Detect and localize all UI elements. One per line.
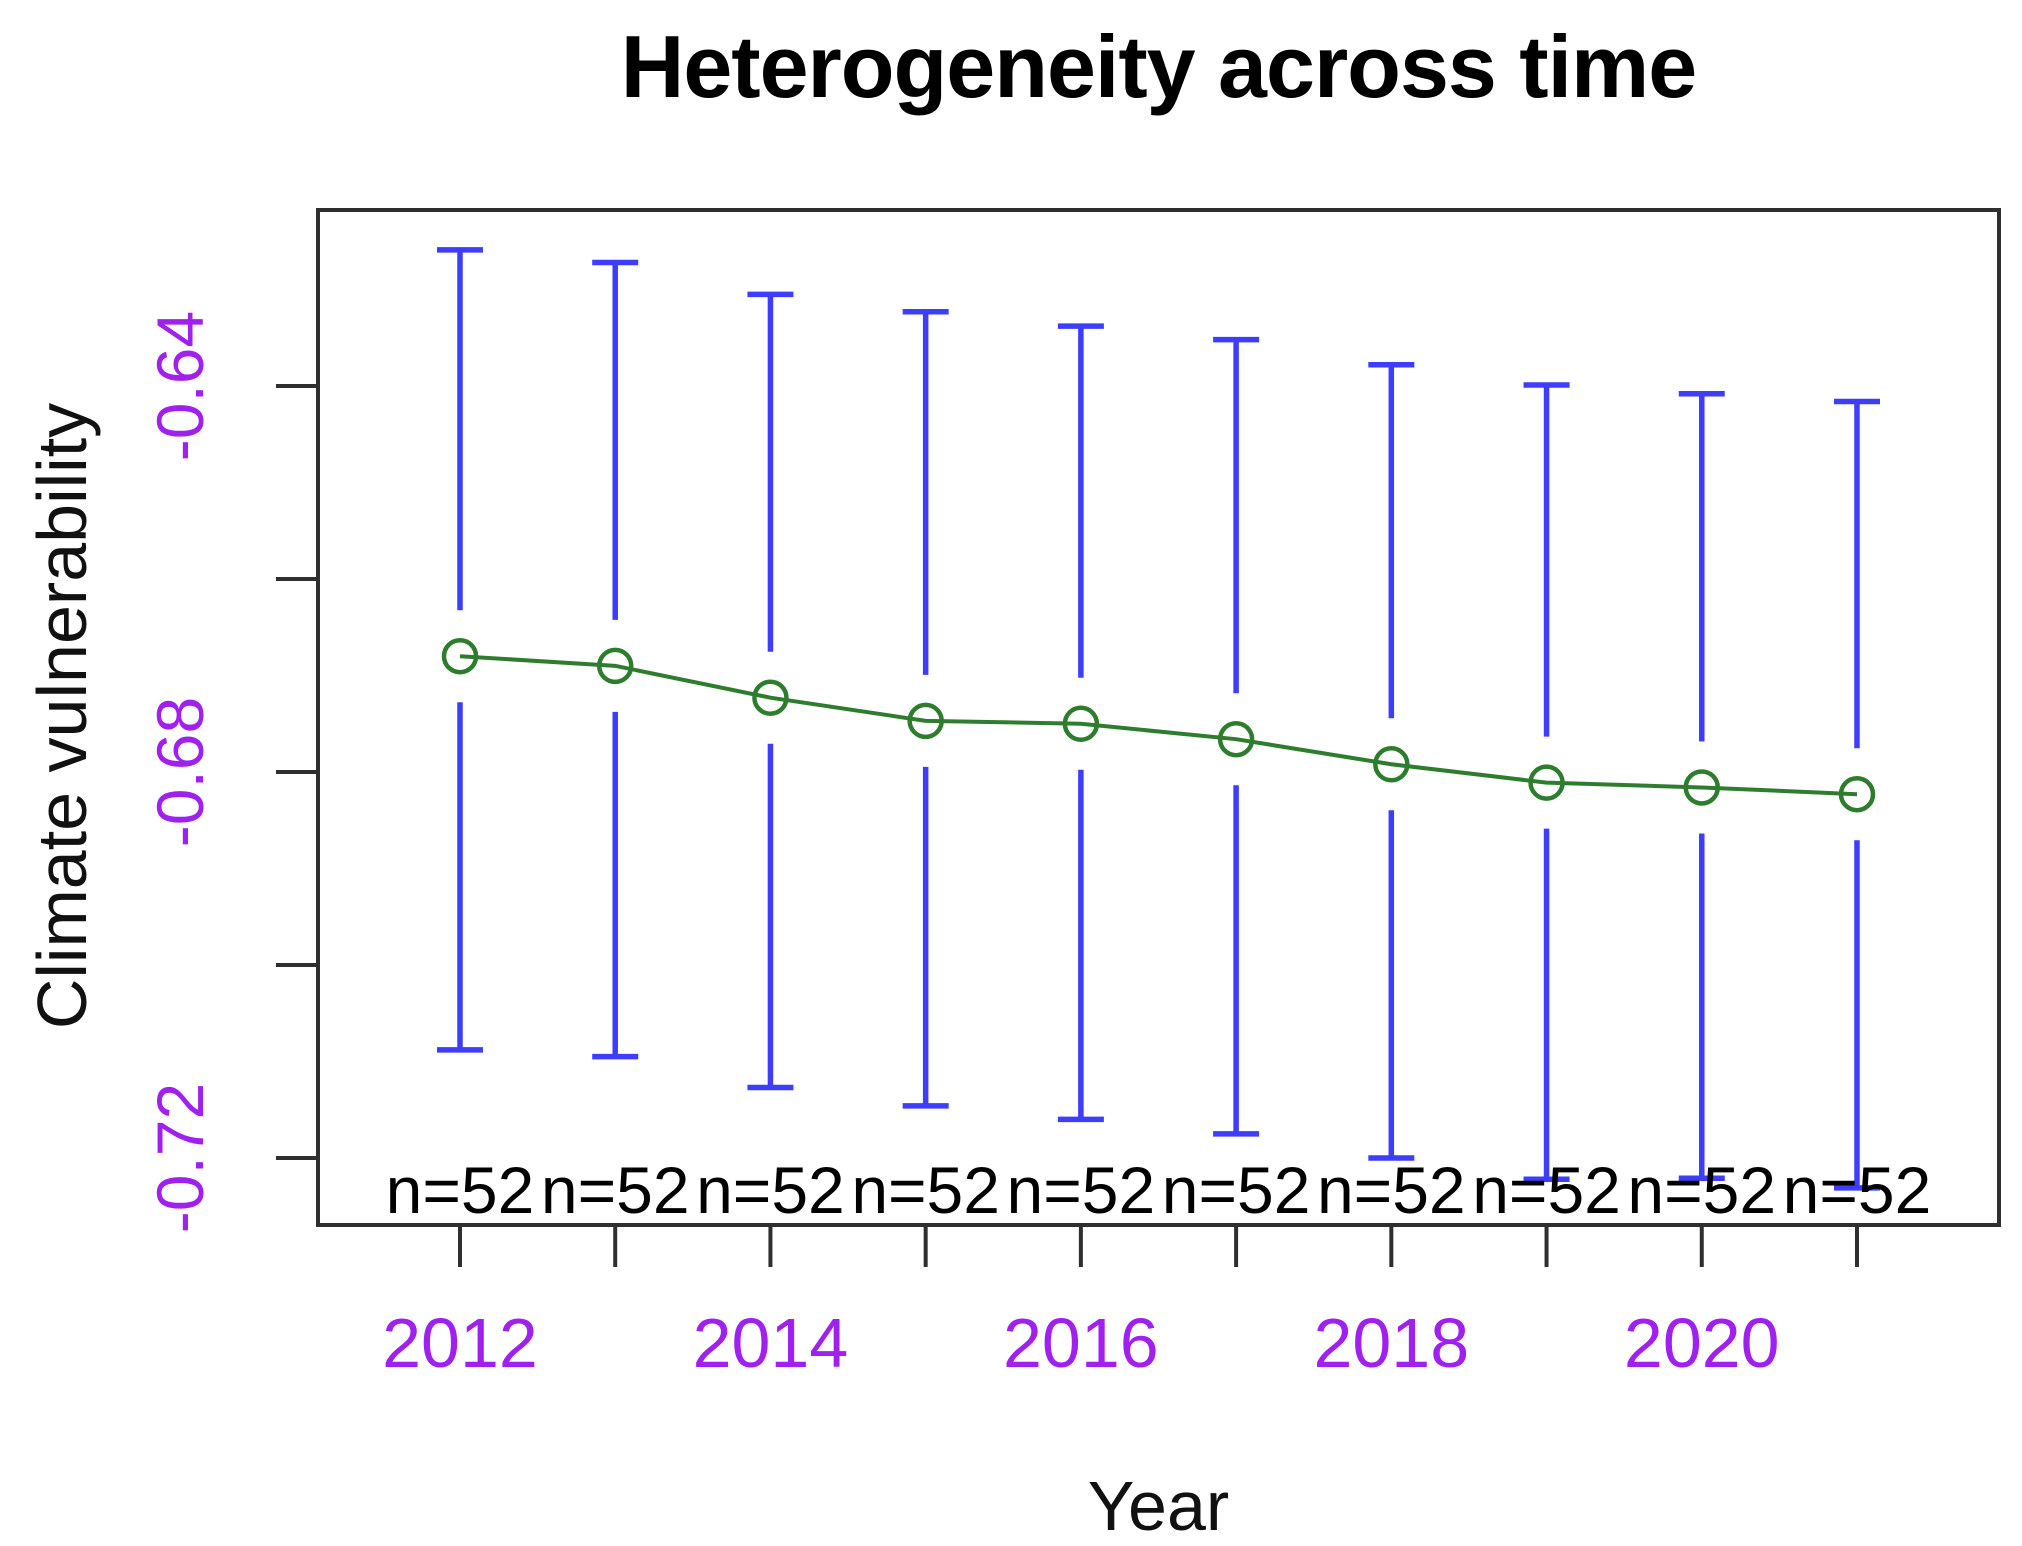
mean-line (459, 654, 1858, 797)
mean-point-marker (1217, 720, 1255, 758)
mean-point-marker (596, 647, 634, 685)
plot-frame (316, 208, 2001, 1227)
mean-point-marker (907, 702, 944, 740)
x-axis-tick-label: 2012 (382, 1304, 538, 1382)
mean-point-marker (1062, 705, 1100, 742)
mean-point-marker (1528, 764, 1565, 801)
mean-point-marker (1373, 746, 1410, 783)
n-count-label: n=52 (696, 1153, 845, 1227)
x-axis-title: Year (1087, 1467, 1230, 1545)
n-count-label: n=52 (1007, 1153, 1156, 1227)
n-count-label: n=52 (1627, 1153, 1776, 1227)
mean-point-marker (1683, 769, 1721, 806)
mean-point-marker (1838, 775, 1876, 813)
n-count-label: n=52 (1783, 1153, 1932, 1227)
x-axis-tick-label: 2020 (1624, 1304, 1780, 1382)
y-axis-tick-label: -0.64 (143, 311, 217, 461)
n-count-label: n=52 (386, 1153, 535, 1227)
y-axis-tick-label: -0.68 (143, 697, 217, 847)
n-count-label: n=52 (1317, 1153, 1466, 1227)
n-count-label: n=52 (541, 1153, 690, 1227)
n-count-label: n=52 (1472, 1153, 1621, 1227)
y-axis-tick-label: -0.72 (143, 1083, 217, 1233)
mean-point-marker (441, 637, 479, 675)
mean-point-marker (752, 679, 789, 716)
chart-title: Heterogeneity across time (620, 17, 1697, 116)
x-axis-tick-label: 2014 (693, 1304, 849, 1382)
n-count-label: n=52 (851, 1153, 1000, 1227)
n-count-label: n=52 (1162, 1153, 1311, 1227)
x-axis-tick-label: 2018 (1313, 1304, 1469, 1382)
x-axis-tick-label: 2016 (1003, 1304, 1159, 1382)
